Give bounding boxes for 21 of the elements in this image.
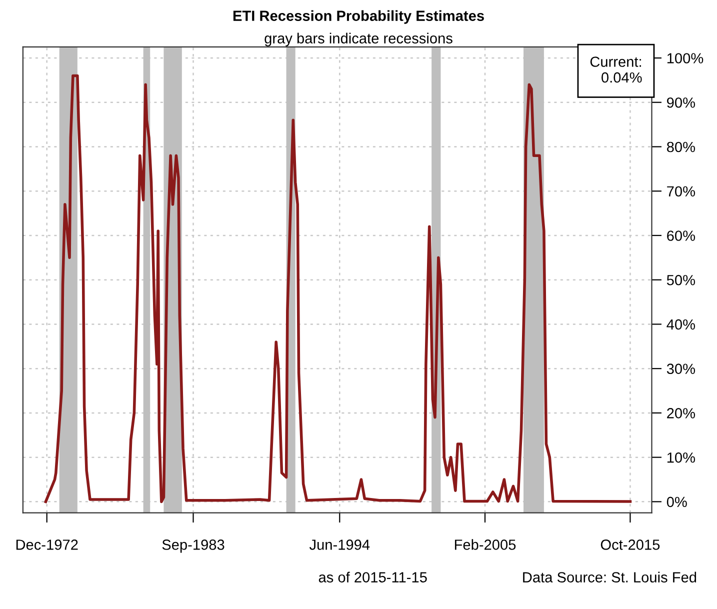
x-tick-label: Jun-1994 [309, 540, 370, 550]
y-tick-label: 0% [666, 496, 687, 508]
y-tick-label: 70% [667, 186, 696, 197]
y-tick-label: 30% [666, 364, 696, 374]
x-tick-label: Sep-1983 [162, 540, 224, 553]
y-tick-label: 100% [667, 53, 704, 64]
source-note: Data Source: St. Louis Fed [523, 572, 696, 582]
y-tick-label: 90% [667, 97, 696, 108]
y-tick-label: 20% [667, 408, 696, 418]
chart-title: ETI Recession Probability Estimates [233, 10, 484, 24]
y-tick-label: 40% [666, 319, 696, 330]
y-tick-label: 10% [667, 452, 696, 463]
text: as of 2015-11-15 [318, 572, 427, 582]
x-tick-label: Oct-2015 [600, 540, 660, 550]
annotation: Current: 0.04% [590, 56, 642, 83]
y-tick-label: 80% [666, 142, 696, 152]
y-tick-label: 60% [667, 230, 696, 241]
x-tick-label: Feb-2005 [454, 539, 516, 550]
x-tick-label: Dec-1972 [16, 540, 78, 550]
chart-subtitle: gray bars indicate recessions [264, 32, 452, 46]
y-tick-label: 50% [666, 274, 696, 286]
